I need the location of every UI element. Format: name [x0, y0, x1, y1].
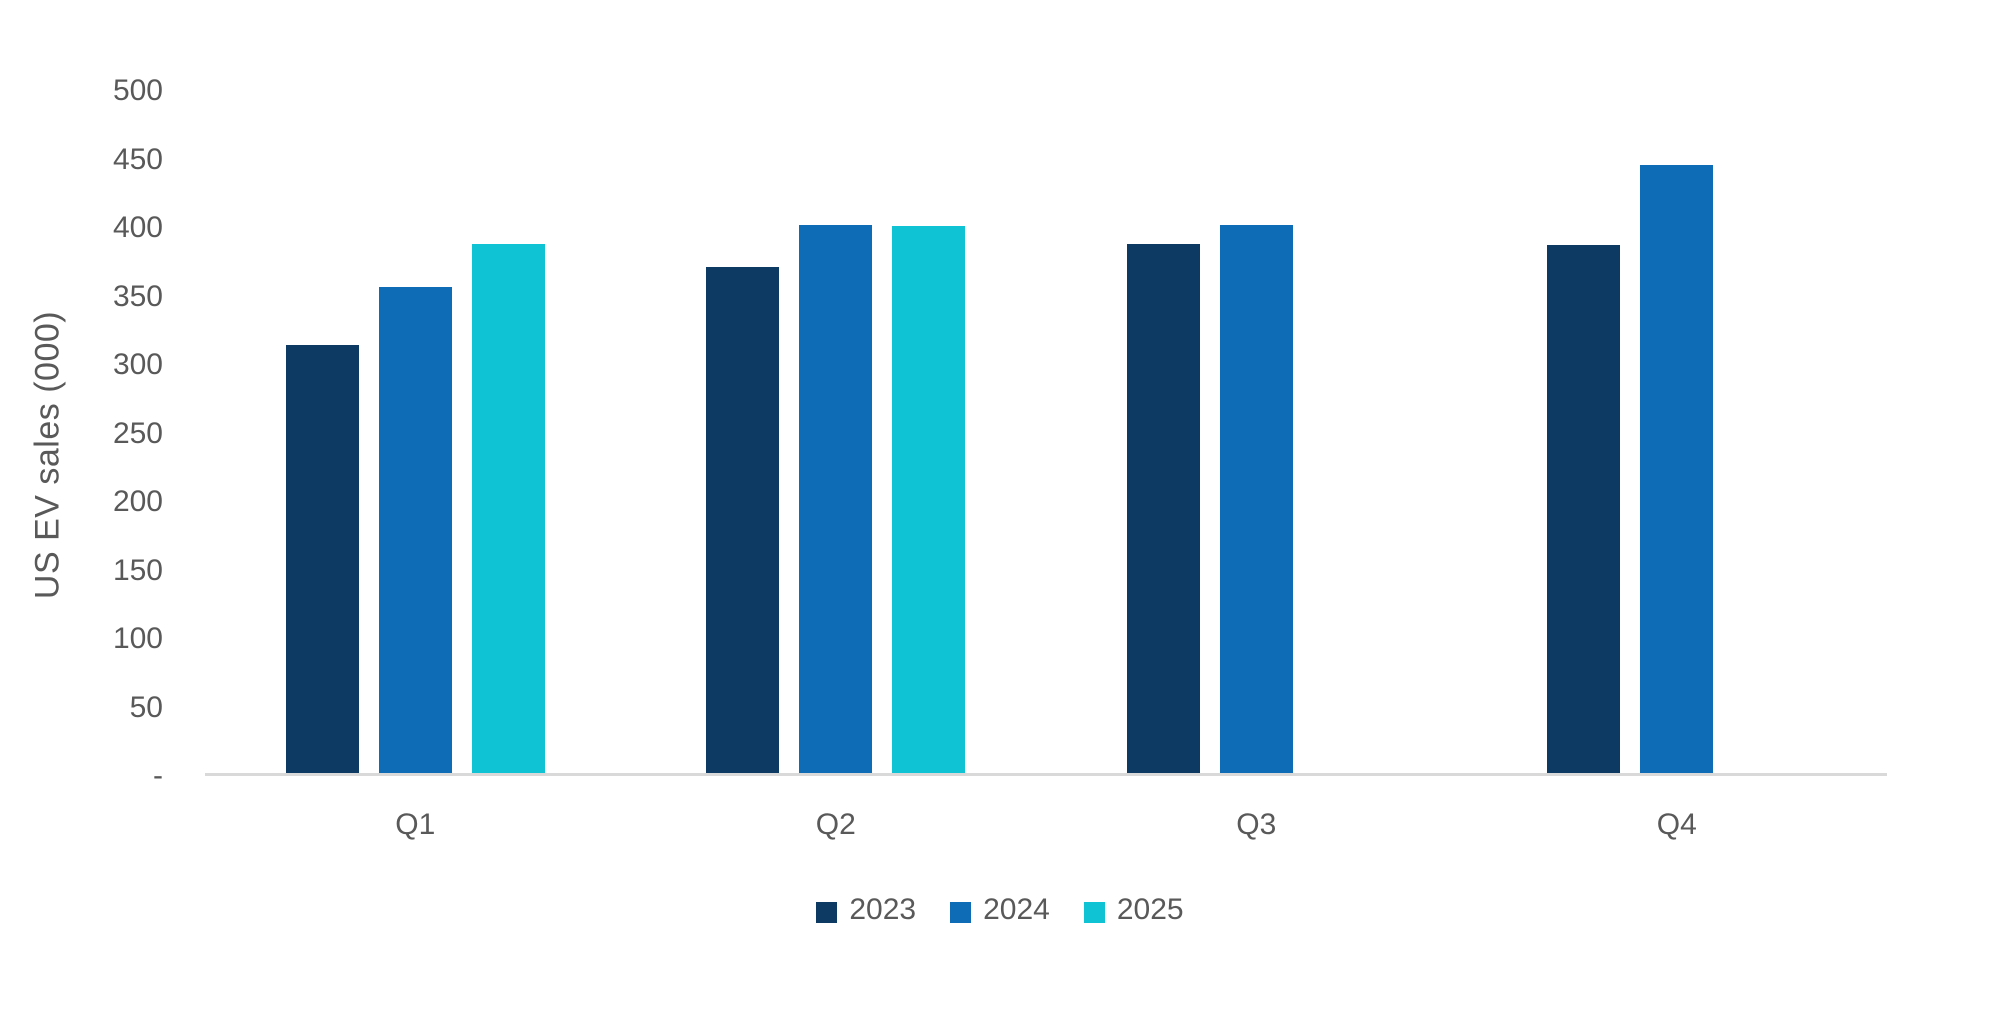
legend-item-2024: 2024 — [950, 893, 1050, 927]
legend-label-2023: 2023 — [849, 893, 917, 926]
y-tick-label-500: 500 — [112, 74, 163, 107]
y-tick-label-150: 150 — [112, 553, 163, 587]
bar-2024-Q4 — [1640, 164, 1714, 773]
bar-2023-Q1 — [285, 344, 359, 773]
y-tick-label-450: 450 — [112, 142, 163, 176]
y-tick-label-250: 250 — [112, 416, 163, 450]
x-axis-label-Q1: Q1 — [395, 808, 436, 841]
bar-2024-Q2 — [799, 224, 873, 773]
bar-2023-Q3 — [1126, 243, 1200, 773]
legend: 2023 2024 2025 — [0, 893, 2000, 927]
legend-swatch-2024 — [950, 901, 972, 923]
legend-label-2025: 2025 — [1116, 893, 1184, 926]
bar-group-Q3 — [1046, 91, 1467, 773]
legend-swatch-2023 — [816, 901, 838, 923]
legend-item-2025: 2025 — [1083, 893, 1184, 927]
legend-item-2023: 2023 — [816, 893, 916, 927]
bar-2024-Q1 — [378, 287, 452, 773]
x-axis-labels: Q1 Q2 Q3 Q4 — [205, 808, 1887, 842]
x-axis-label-Q2: Q2 — [815, 808, 856, 841]
y-tick-label-0: - — [153, 759, 163, 792]
legend-label-2024: 2024 — [983, 893, 1050, 926]
y-tick-label-200: 200 — [112, 485, 163, 518]
bar-2025-Q1 — [471, 243, 545, 773]
bar-group-Q1 — [205, 91, 626, 773]
legend-swatch-2025 — [1083, 901, 1105, 923]
plot-area — [205, 91, 1887, 776]
y-tick-label-100: 100 — [112, 622, 163, 655]
y-tick-label-400: 400 — [112, 211, 163, 244]
y-tick-label-350: 350 — [112, 279, 163, 313]
y-tick-label-300: 300 — [112, 348, 163, 381]
bar-2023-Q4 — [1547, 245, 1621, 773]
y-axis-tick-labels: - 50 100 150 200 250 300 350 400 450 500 — [0, 0, 163, 1022]
x-axis-label-Q3: Q3 — [1236, 808, 1277, 841]
bar-2023-Q2 — [706, 266, 780, 773]
x-axis-label-Q4: Q4 — [1656, 808, 1697, 841]
bar-group-Q2 — [626, 91, 1047, 773]
bar-2024-Q3 — [1219, 224, 1293, 773]
y-tick-label-50: 50 — [129, 690, 163, 724]
bar-2025-Q2 — [892, 226, 966, 773]
bar-group-Q4 — [1467, 91, 1888, 773]
